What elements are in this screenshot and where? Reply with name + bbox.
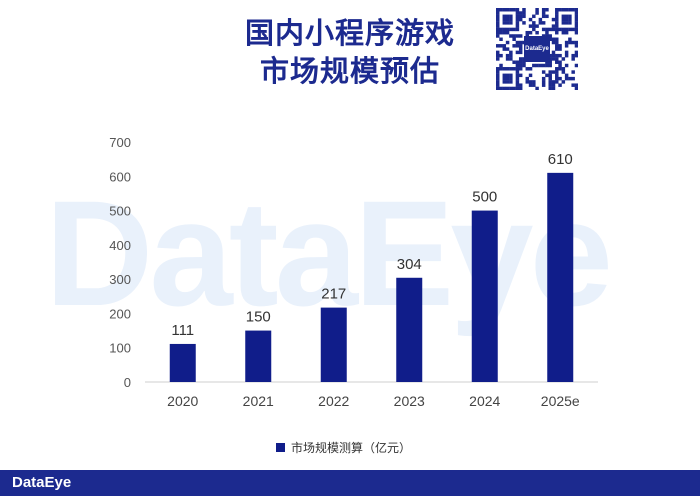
legend-swatch bbox=[276, 442, 285, 452]
x-tick-label: 2021 bbox=[243, 393, 274, 409]
footer-logo: DataEye bbox=[12, 474, 72, 491]
watermark: DataEye bbox=[45, 169, 613, 337]
bar bbox=[547, 172, 574, 382]
bar bbox=[396, 277, 423, 382]
y-tick-label: 100 bbox=[109, 341, 131, 356]
bar bbox=[169, 343, 196, 382]
y-tick-label: 300 bbox=[109, 272, 131, 287]
x-tick-label: 2024 bbox=[469, 393, 500, 409]
data-label: 150 bbox=[246, 309, 271, 326]
bar bbox=[471, 210, 498, 382]
data-label: 304 bbox=[397, 256, 422, 273]
y-tick-label: 400 bbox=[109, 238, 131, 253]
data-label: 500 bbox=[472, 189, 497, 206]
title-line-2: 市场规模预估 bbox=[259, 54, 440, 88]
qr-code: DataEye bbox=[496, 8, 579, 91]
y-tick-label: 200 bbox=[109, 306, 131, 321]
x-tick-label: 2022 bbox=[318, 393, 349, 409]
bar bbox=[245, 330, 272, 382]
legend-label: 市场规模测算（亿元） bbox=[291, 440, 412, 455]
page-title: 国内小程序游戏 市场规模预估 bbox=[190, 14, 510, 90]
qr-center-logo: DataEye bbox=[524, 36, 550, 62]
y-tick-label: 0 bbox=[124, 375, 131, 390]
legend: 市场规模测算（亿元） bbox=[276, 439, 411, 455]
qr-pattern bbox=[496, 8, 579, 91]
y-tick-label: 600 bbox=[109, 169, 131, 184]
data-label: 111 bbox=[171, 322, 194, 339]
x-tick-label: 2025e bbox=[541, 393, 580, 409]
data-label: 217 bbox=[321, 286, 346, 303]
footer-bar: DataEye bbox=[0, 470, 700, 496]
x-tick-label: 2020 bbox=[167, 393, 198, 409]
bar bbox=[320, 307, 347, 382]
bar-chart: 0 100 200 300 400 500 600 700 111 2020 150 2021 217 2… bbox=[109, 135, 598, 409]
title-line-1: 国内小程序游戏 bbox=[244, 16, 455, 50]
x-tick-label: 2023 bbox=[394, 393, 425, 409]
y-tick-label: 700 bbox=[109, 135, 131, 150]
data-label: 610 bbox=[548, 151, 573, 168]
y-tick-label: 500 bbox=[109, 204, 131, 219]
